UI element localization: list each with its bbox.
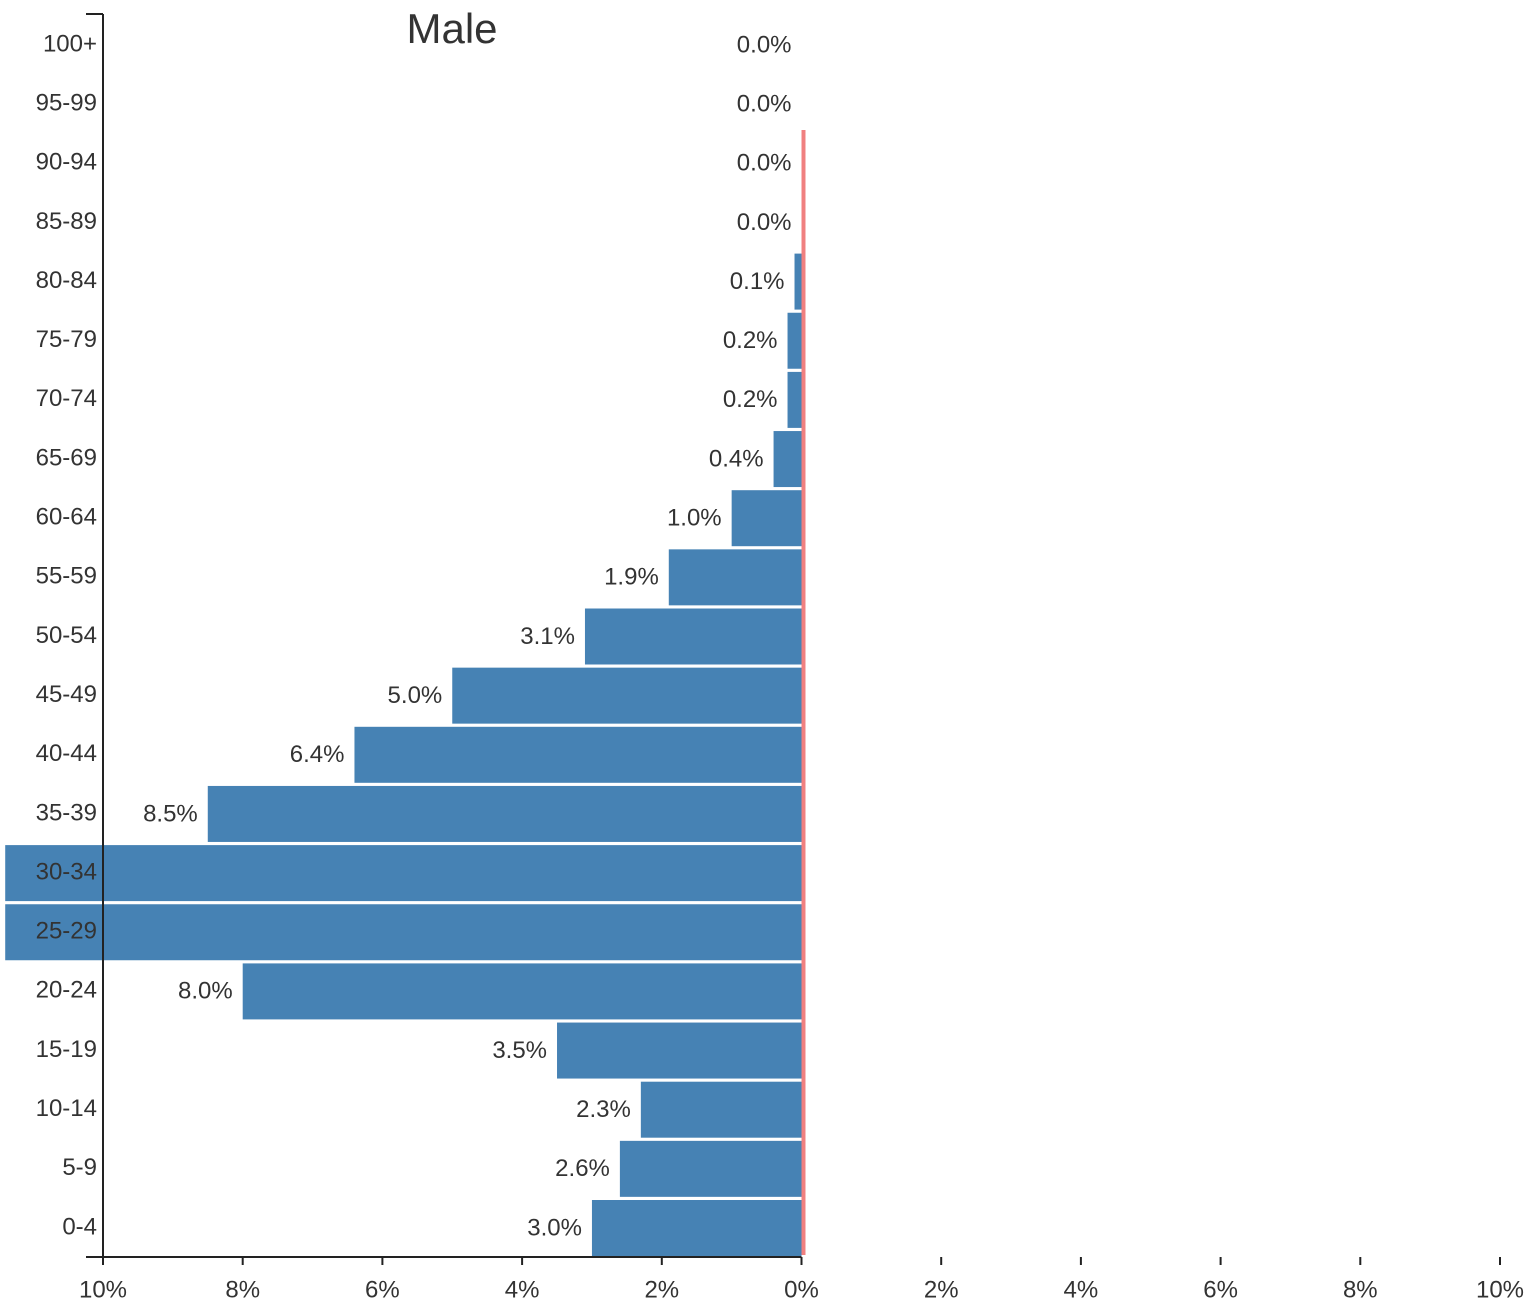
bar bbox=[242, 963, 802, 1020]
value-label: 2.3% bbox=[576, 1096, 631, 1123]
value-label: 6.4% bbox=[290, 741, 345, 768]
x-tick-label: 0% bbox=[784, 1276, 819, 1303]
y-tick-label: 100+ bbox=[43, 30, 97, 57]
y-tick-label: 30-34 bbox=[36, 858, 97, 885]
y-tick-label: 60-64 bbox=[36, 504, 97, 531]
y-tick-label: 40-44 bbox=[36, 740, 97, 767]
y-tick-label: 75-79 bbox=[36, 326, 97, 353]
y-tick-label: 95-99 bbox=[36, 89, 97, 116]
value-label: 0.1% bbox=[730, 268, 785, 295]
y-tick-label: 55-59 bbox=[36, 563, 97, 590]
x-tick-label: 4% bbox=[1064, 1276, 1099, 1303]
bar bbox=[5, 845, 802, 902]
y-tick-label: 80-84 bbox=[36, 267, 97, 294]
x-tick-label: 8% bbox=[225, 1276, 260, 1303]
x-tick-label: 2% bbox=[644, 1276, 679, 1303]
y-tick-label: 0-4 bbox=[62, 1213, 97, 1240]
bar bbox=[773, 431, 802, 488]
y-tick-label: 5-9 bbox=[62, 1154, 97, 1181]
bar bbox=[794, 253, 802, 310]
value-label: 0.2% bbox=[723, 386, 778, 413]
value-label: 8.0% bbox=[178, 978, 233, 1005]
y-tick-label: 70-74 bbox=[36, 385, 97, 412]
bar bbox=[787, 371, 802, 428]
bar bbox=[591, 1200, 802, 1256]
x-tick-label: 10% bbox=[79, 1276, 127, 1303]
bar bbox=[557, 1022, 802, 1079]
bar bbox=[619, 1140, 802, 1197]
center-line bbox=[801, 130, 806, 1255]
x-tick-label: 6% bbox=[1203, 1276, 1238, 1303]
value-label: 0.0% bbox=[737, 31, 792, 58]
y-tick-label: 45-49 bbox=[36, 681, 97, 708]
y-tick-label: 10-14 bbox=[36, 1095, 97, 1122]
y-tick-label: 90-94 bbox=[36, 149, 97, 176]
bar bbox=[787, 312, 802, 369]
bar bbox=[668, 549, 802, 606]
value-label: 8.5% bbox=[143, 800, 198, 827]
y-tick-label: 50-54 bbox=[36, 622, 97, 649]
bar bbox=[452, 667, 802, 724]
y-tick-label: 65-69 bbox=[36, 444, 97, 471]
bar bbox=[5, 904, 802, 961]
value-label: 0.2% bbox=[723, 327, 778, 354]
y-tick-label: 15-19 bbox=[36, 1036, 97, 1063]
bar bbox=[584, 608, 802, 665]
bar bbox=[354, 726, 802, 783]
value-label: 0.4% bbox=[709, 445, 764, 472]
value-label: 3.1% bbox=[520, 623, 575, 650]
x-tick-label: 4% bbox=[505, 1276, 540, 1303]
bar bbox=[731, 490, 802, 547]
value-label: 0.0% bbox=[737, 150, 792, 177]
y-tick-label: 25-29 bbox=[36, 918, 97, 945]
chart-title: Male bbox=[406, 5, 497, 52]
x-tick-label: 2% bbox=[924, 1276, 959, 1303]
y-tick-label: 20-24 bbox=[36, 977, 97, 1004]
y-tick-label: 35-39 bbox=[36, 799, 97, 826]
value-label: 1.0% bbox=[667, 505, 722, 532]
value-label: 1.9% bbox=[604, 564, 659, 591]
y-tick-label: 85-89 bbox=[36, 208, 97, 235]
bar bbox=[207, 785, 802, 842]
x-tick-label: 6% bbox=[365, 1276, 400, 1303]
bar bbox=[640, 1081, 802, 1138]
x-tick-label: 8% bbox=[1343, 1276, 1378, 1303]
value-label: 0.0% bbox=[737, 209, 792, 236]
value-label: 5.0% bbox=[388, 682, 443, 709]
value-label: 3.0% bbox=[527, 1214, 582, 1241]
value-label: 3.5% bbox=[492, 1037, 547, 1064]
value-label: 2.6% bbox=[555, 1155, 610, 1182]
value-label: 0.0% bbox=[737, 90, 792, 117]
x-tick-label: 10% bbox=[1476, 1276, 1524, 1303]
